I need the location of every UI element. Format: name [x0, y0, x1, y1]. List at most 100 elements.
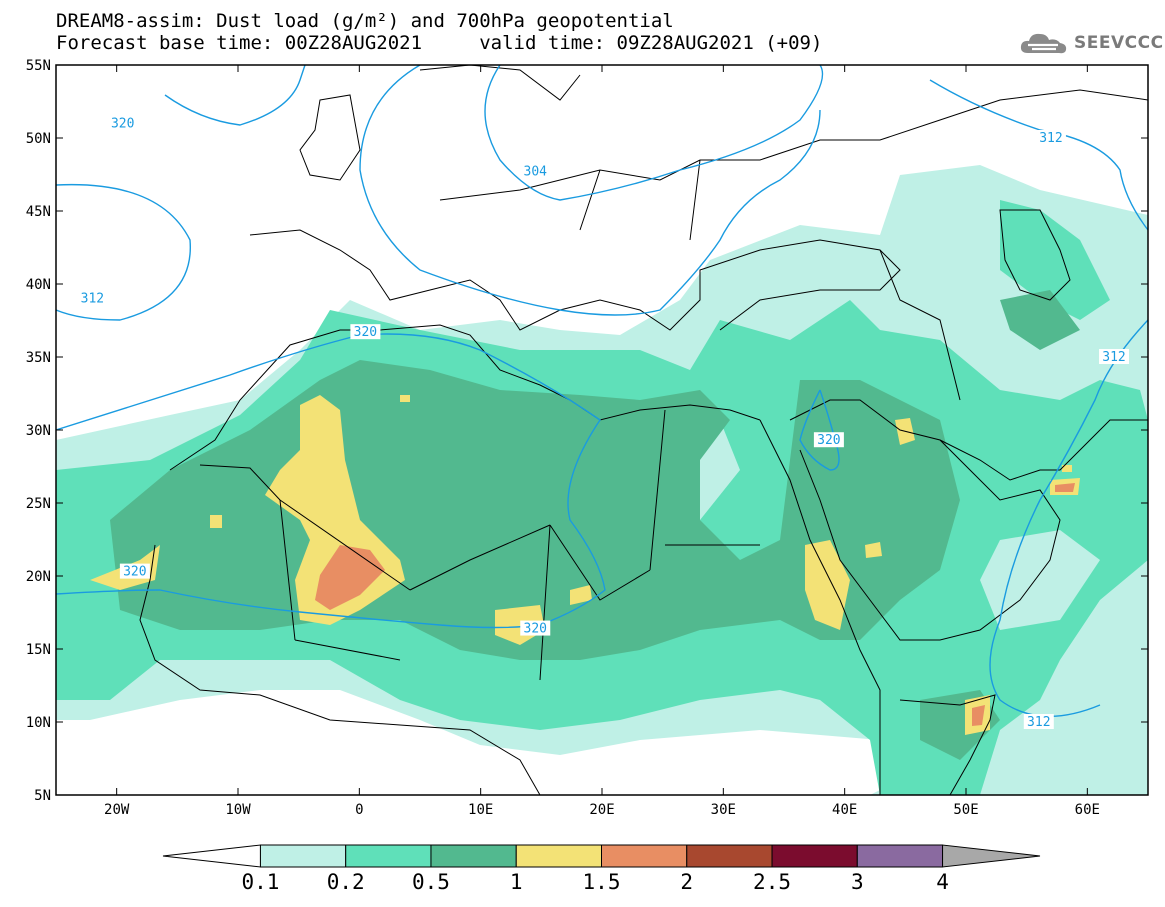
contour-304: [484, 65, 824, 201]
lat-tick-label: 55N: [26, 58, 51, 74]
svg-text:312: 312: [81, 292, 104, 307]
dust-band-0.5-east: [1000, 290, 1080, 350]
colorbar-level-label: 0.1: [241, 870, 279, 894]
colorbar-box: [771, 844, 858, 868]
svg-text:320: 320: [817, 433, 840, 448]
dust-band-1.5: [315, 545, 385, 610]
lat-tick-label: 45N: [26, 204, 51, 220]
lon-tick-label: 60E: [1075, 802, 1100, 818]
svg-text:320: 320: [123, 565, 146, 580]
contour-320-nw: [164, 65, 306, 126]
colorbar-level-label: 1: [510, 870, 523, 894]
colorbar-box: [345, 844, 432, 868]
lat-tick-label: 35N: [26, 350, 51, 366]
lat-tick-label: 10N: [26, 715, 51, 731]
colorbar-level-label: 4: [936, 870, 949, 894]
svg-text:320: 320: [354, 325, 377, 340]
coast-arabia: [789, 399, 1061, 641]
lat-tick-label: 25N: [26, 496, 51, 512]
contour-label: 320: [350, 324, 381, 340]
lat-tick-label: 30N: [26, 423, 51, 439]
cloud-logo-icon: [1020, 33, 1067, 54]
coastlines: [139, 65, 1148, 795]
dust-band-0.2-north: [1000, 200, 1110, 320]
colorbar-level-label: 0.2: [327, 870, 365, 894]
svg-text:312: 312: [1039, 131, 1062, 146]
colorbar-level-label: 2: [680, 870, 693, 894]
lon-tick-label: 30E: [711, 802, 736, 818]
lon-tick-label: 10W: [225, 802, 251, 818]
coast-persian-gulf: [939, 419, 1148, 481]
contour-312-far-east: [989, 319, 1148, 718]
contour-label: 312: [1099, 349, 1130, 365]
dust-band-1-7: [865, 542, 882, 558]
contour-label: 312: [77, 290, 108, 307]
contour-label: 312: [1035, 130, 1066, 146]
coast-horn-africa: [899, 694, 996, 795]
coast-scandinavia: [419, 65, 581, 101]
contour-label: 320: [813, 432, 844, 448]
seevccc-logo: SEEVCCC: [1018, 28, 1164, 58]
colorbar-box: [601, 844, 688, 868]
contour-312-east: [929, 79, 1148, 231]
contour-320-mid: [56, 333, 606, 629]
coast-caspian: [999, 209, 1071, 301]
dust-load-field: [56, 65, 1148, 795]
contour-label: 320: [107, 115, 138, 131]
svg-text:304: 304: [524, 165, 548, 180]
colorbar: 0.1 0.2 0.5 1 1.5 2 2.5 3 4: [162, 844, 1041, 894]
brand-name: SEEVCCC: [1074, 33, 1164, 53]
contour-312-w: [56, 183, 191, 321]
contour-label: 304: [520, 163, 551, 180]
colorbar-level-label: 3: [851, 870, 864, 894]
lon-tick-label: 40E: [832, 802, 857, 818]
lon-tick-label: 0: [355, 802, 363, 818]
lon-tick-label: 20E: [589, 802, 614, 818]
colorbar-box: [856, 844, 944, 868]
colorbar-level-label: 2.5: [753, 870, 791, 894]
colorbar-box: [259, 844, 347, 868]
lon-tick-label: 20W: [104, 802, 130, 818]
borders-europe-asia: [439, 89, 1148, 401]
dust-band-1.5-2: [1055, 483, 1075, 492]
contour-320-arabia: [799, 389, 840, 471]
svg-text:312: 312: [1027, 715, 1050, 730]
coast-britain: [299, 94, 361, 181]
coast-europe: [249, 229, 901, 331]
colorbar-box: [430, 844, 517, 868]
colorbar-level-label: 0.5: [412, 870, 450, 894]
contour-label: 312: [1023, 714, 1054, 730]
coast-west-africa: [139, 544, 541, 795]
geopotential-contours: [56, 65, 1148, 718]
colorbar-box: [686, 844, 773, 868]
dust-band-1.5-3: [972, 705, 985, 726]
lat-tick-label: 15N: [26, 642, 51, 658]
colorbar-under-triangle: [162, 844, 261, 868]
colorbar-over-triangle: [942, 844, 1041, 868]
dust-band-1-10: [400, 395, 410, 402]
coast-red-sea: [759, 419, 881, 795]
colorbar-box: [515, 844, 602, 868]
contour-312-europe: [359, 65, 821, 316]
lat-tick-label: 20N: [26, 569, 51, 585]
dust-band-1-5: [805, 540, 850, 630]
svg-text:320: 320: [524, 622, 547, 637]
contour-label: 320: [119, 563, 150, 580]
forecast-times: Forecast base time: 00Z28AUG2021 valid t…: [56, 32, 823, 54]
borders-africa: [199, 409, 760, 681]
colorbar-level-label: 1.5: [583, 870, 621, 894]
map-title: DREAM8-assim: Dust load (g/m²) and 700hP…: [56, 10, 674, 32]
lat-tick-label: 5N: [34, 788, 51, 804]
dust-band-0.2-pocket-3: [980, 530, 1100, 630]
lat-tick-label: 50N: [26, 131, 51, 147]
svg-text:320: 320: [111, 116, 134, 131]
contour-label: 320: [520, 620, 551, 637]
dust-band-1-4: [570, 585, 592, 605]
lon-tick-label: 10E: [468, 802, 493, 818]
svg-text:312: 312: [1102, 350, 1125, 365]
lat-tick-label: 40N: [26, 277, 51, 293]
contour-labels: 320 312 320 320 320 320 304 312 312 312: [77, 115, 1130, 730]
map-axes: 20W 10W 0 10E 20E 30E 40E 50E 60E 55N 50N 45N 40N 35N…: [26, 58, 1148, 818]
dust-band-1-11: [1062, 465, 1072, 472]
